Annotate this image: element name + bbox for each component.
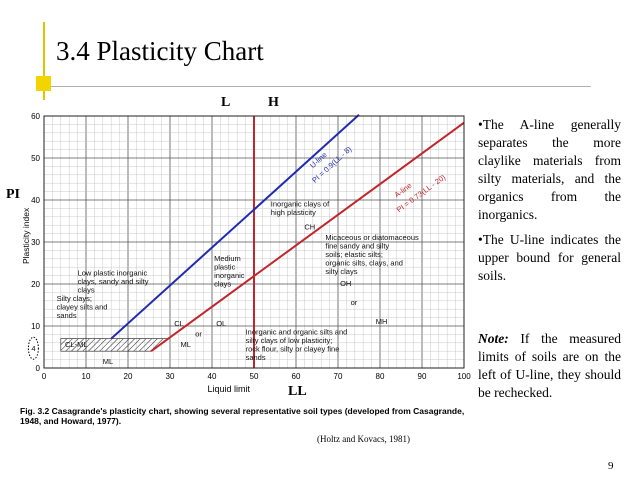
region-annotation: ML bbox=[181, 340, 191, 349]
label-pi: PI bbox=[6, 187, 20, 202]
y-tick-label: 20 bbox=[31, 280, 40, 289]
y-tick-label: 50 bbox=[31, 154, 40, 163]
x-tick-label: 100 bbox=[457, 372, 471, 381]
region-annotation: Low plastic inorganic clays, sandy and si… bbox=[78, 269, 149, 295]
region-annotation: or bbox=[195, 330, 202, 339]
four-marker-ellipse bbox=[27, 336, 39, 360]
caption-figure-number: Fig. 3.2 bbox=[20, 406, 50, 416]
note-text: If the measured limits of soils are on t… bbox=[478, 331, 621, 400]
chart-border bbox=[43, 115, 465, 369]
region-annotation: Inorganic clays of high plasticity bbox=[271, 199, 330, 217]
x-tick-label: 50 bbox=[250, 372, 259, 381]
y-tick-label: 30 bbox=[31, 238, 40, 247]
region-annotation: ML bbox=[103, 357, 113, 366]
region-annotation: or bbox=[351, 298, 358, 307]
caption-text: Casagrande's plasticity chart, showing s… bbox=[20, 406, 465, 426]
source-citation: (Holtz and Kovacs, 1981) bbox=[317, 434, 410, 444]
y-tick-label: 40 bbox=[31, 196, 40, 205]
slide-title: 3.4 Plasticity Chart bbox=[56, 36, 264, 66]
region-annotation: Micaceous or diatomaceous fine sandy and … bbox=[325, 233, 419, 276]
chart-tick-labels: 0 10 20 30 40 50 60 70 80 90 100 0 10 20 30 40 50 60 bbox=[31, 112, 471, 381]
region-annotation: CL bbox=[174, 319, 184, 328]
label-high: H bbox=[268, 95, 279, 110]
region-annotation: OH bbox=[340, 279, 351, 288]
y-tick-label: 10 bbox=[31, 322, 40, 331]
bullet-list: •The A-line generally separates the more… bbox=[478, 116, 621, 292]
y-axis-label: Plasticity index bbox=[21, 207, 31, 264]
x-tick-label: 70 bbox=[334, 372, 343, 381]
title-accent-bar bbox=[43, 22, 45, 100]
region-annotation: CH bbox=[304, 222, 315, 231]
x-tick-label: 60 bbox=[292, 372, 301, 381]
x-tick-label: 90 bbox=[418, 372, 427, 381]
region-annotation: Silty clays; clayey silts and sands bbox=[57, 294, 108, 320]
page-number: 9 bbox=[608, 460, 614, 472]
x-tick-label: 30 bbox=[166, 372, 175, 381]
label-ll: LL bbox=[288, 384, 307, 399]
x-tick-label: 80 bbox=[376, 372, 385, 381]
region-annotation: CL-ML bbox=[65, 340, 88, 349]
note-label: Note: bbox=[478, 331, 509, 346]
u-line bbox=[110, 113, 360, 340]
x-axis-label: Liquid limit bbox=[207, 384, 250, 394]
y-tick-label: 0 bbox=[36, 364, 41, 373]
region-annotation: MH bbox=[376, 317, 388, 326]
region-annotation: OL bbox=[216, 319, 226, 328]
a-line bbox=[150, 121, 465, 353]
figure-caption: Fig. 3.2 Casagrande's plasticity chart, … bbox=[20, 406, 470, 426]
note-paragraph: Note: If the measured limits of soils ar… bbox=[478, 330, 621, 402]
chart-frame bbox=[43, 115, 465, 369]
plasticity-chart: 0 10 20 30 40 50 60 70 80 90 100 0 10 20 30 40 50 60 Plas… bbox=[21, 112, 471, 394]
bullet-u-line: •The U-line indicates the upper bound fo… bbox=[478, 232, 621, 283]
bullet-a-line: •The A-line generally separates the more… bbox=[478, 117, 621, 222]
x-tick-label: 20 bbox=[124, 372, 133, 381]
x-tick-label: 10 bbox=[82, 372, 91, 381]
region-annotation: 4 bbox=[31, 344, 35, 353]
soil-region-annotations: Inorganic clays of high plasticity CH Mediu… bbox=[31, 199, 419, 365]
label-low: L bbox=[221, 95, 231, 110]
region-annotation: Inorganic and organic silts and silty cla… bbox=[246, 327, 348, 362]
x-tick-label: 40 bbox=[208, 372, 217, 381]
title-accent-square bbox=[36, 76, 51, 91]
y-tick-label: 60 bbox=[31, 112, 40, 121]
region-annotation: Medium plastic inorganic clays bbox=[214, 254, 245, 289]
x-tick-label: 0 bbox=[42, 372, 47, 381]
title-underline bbox=[43, 86, 591, 87]
